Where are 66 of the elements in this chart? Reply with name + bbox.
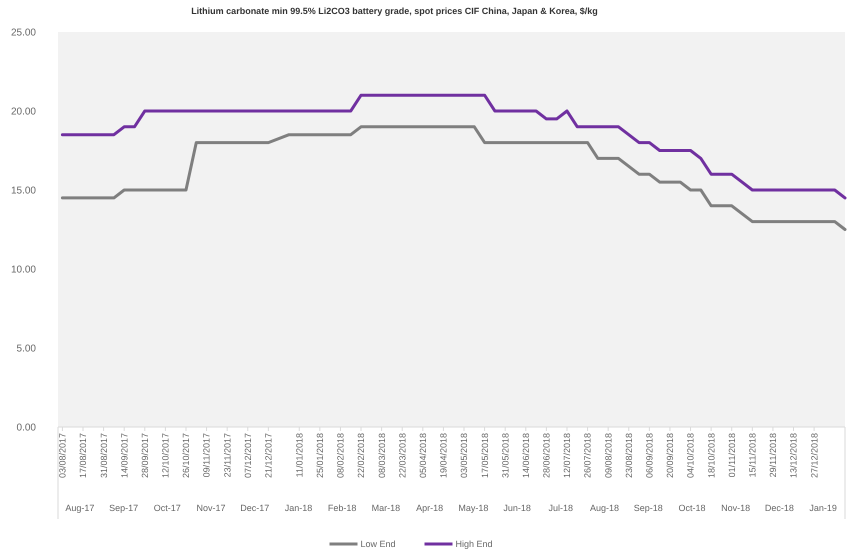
- legend-label: High End: [456, 539, 493, 550]
- x-tick-label: 06/09/2018: [644, 433, 655, 478]
- x-tick-label: 14/06/2018: [520, 433, 531, 478]
- text: Aug-18: [590, 503, 620, 513]
- x-tick-label: 13/12/2018: [788, 433, 799, 478]
- x-tick-label: 17/08/2017: [78, 433, 88, 478]
- text: Jan-19: [809, 503, 837, 513]
- x-tick-label: 22/03/2018: [397, 433, 408, 478]
- x-tick-label: 09/11/2017: [202, 433, 212, 478]
- y-tick-label: 20.00: [10, 106, 36, 118]
- x-tick-label: 22/02/2018: [356, 433, 366, 478]
- text: Dec-17: [240, 503, 270, 513]
- text: Mar-18: [372, 503, 400, 513]
- text: Nov-17: [196, 503, 226, 513]
- x-tick-label: 08/03/2018: [376, 433, 387, 478]
- y-tick-label: 15.00: [10, 186, 36, 196]
- x-tick-label: 20/09/2018: [665, 433, 676, 478]
- y-tick-label: 0.00: [16, 422, 36, 434]
- x-tick-label: 03/08/2017: [58, 433, 68, 478]
- x-tick-label: 18/10/2018: [706, 433, 716, 478]
- x-tick-label: 17/05/2018: [480, 433, 490, 478]
- x-tick-label: 01/11/2018: [726, 433, 737, 478]
- text: Dec-18: [764, 503, 794, 513]
- x-tick-label: 12/10/2017: [160, 433, 171, 478]
- x-tick-label: 05/04/2018: [418, 433, 428, 478]
- x-tick-label: 07/12/2017: [242, 433, 253, 478]
- legend-label: Low End: [360, 539, 396, 550]
- x-tick-label: 28/09/2017: [140, 433, 150, 478]
- x-tick-label: 03/05/2018: [459, 433, 470, 478]
- x-tick-label: 12/07/2018: [562, 433, 572, 478]
- x-tick-label: 14/09/2017: [119, 433, 130, 478]
- y-tick-label: 25.00: [10, 28, 36, 38]
- x-tick-label: 31/05/2018: [500, 433, 510, 478]
- text: Aug-17: [65, 503, 94, 513]
- x-tick-label: 31/08/2017: [98, 433, 109, 478]
- x-tick-label: 19/04/2018: [438, 433, 449, 478]
- x-tick-label: 27/12/2018: [809, 433, 820, 478]
- y-tick-label: 5.00: [16, 344, 36, 354]
- text: Sep-17: [109, 503, 138, 513]
- x-tick-label: 25/01/2018: [314, 433, 325, 478]
- x-tick-label: 09/08/2018: [603, 433, 614, 478]
- x-tick-label: 26/07/2018: [582, 433, 593, 478]
- x-tick-label: 23/11/2017: [222, 433, 232, 478]
- x-tick-label: 04/10/2018: [686, 433, 696, 478]
- text: Feb-18: [328, 503, 356, 513]
- text: Oct-17: [154, 503, 181, 513]
- line-series: [60, 125, 846, 231]
- text: Apr-18: [416, 503, 444, 513]
- x-tick-label: 08/02/2018: [336, 433, 346, 478]
- text: Oct-18: [678, 503, 706, 513]
- text: Jan-18: [284, 503, 312, 513]
- text: May-18: [458, 503, 488, 513]
- x-tick-label: 15/11/2018: [747, 433, 758, 478]
- x-tick-label: 26/10/2017: [181, 433, 192, 478]
- x-tick-label: 28/06/2018: [542, 433, 552, 478]
- y-tick-label: 10.00: [10, 264, 36, 276]
- line-series: [60, 94, 846, 200]
- x-tick-label: 21/12/2017: [264, 433, 274, 478]
- text: Jul-18: [548, 503, 574, 513]
- text: Nov-18: [721, 503, 750, 513]
- x-tick-label: 23/08/2018: [624, 433, 634, 478]
- text: Jun-18: [503, 503, 531, 513]
- text: Sep-18: [634, 503, 663, 513]
- x-tick-label: 11/01/2018: [294, 433, 304, 478]
- chart-title: Lithium carbonate min 99.5% Li2CO3 battery grade, spot prices CIF China, Japan & Korea, $/kg: [191, 6, 598, 16]
- x-tick-label: 29/11/2018: [768, 433, 778, 478]
